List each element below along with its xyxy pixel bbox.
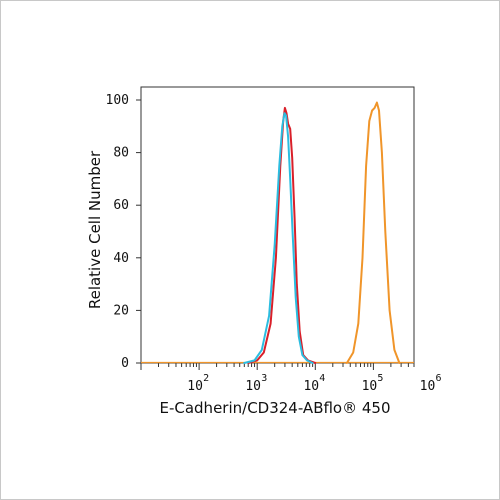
x-tick-exponent: 5 — [377, 373, 383, 384]
x-tick-exponent: 6 — [435, 373, 441, 384]
y-tick-label: 40 — [113, 251, 129, 266]
series-line-2 — [345, 101, 401, 364]
x-tick-label: 105 — [362, 373, 384, 394]
x-axis-title: E-Cadherin/CD324-ABflo® 450 — [159, 399, 390, 417]
series-line-1 — [243, 112, 314, 364]
y-tick-label: 80 — [113, 146, 129, 161]
x-tick-label: 104 — [303, 373, 325, 394]
x-tick-label: 102 — [187, 373, 209, 394]
x-tick-label: 106 — [420, 373, 442, 394]
series-layer — [141, 101, 414, 364]
x-tick-base: 10 — [420, 379, 436, 394]
x-tick-exponent: 2 — [203, 373, 209, 384]
x-tick-exponent: 4 — [319, 373, 325, 384]
x-tick-base: 10 — [362, 379, 378, 394]
x-tick-label: 103 — [245, 373, 267, 394]
y-tick-label: 0 — [121, 356, 129, 371]
y-tick-label: 60 — [113, 198, 129, 213]
y-tick-label: 100 — [106, 93, 129, 108]
y-axis-title: Relative Cell Number — [86, 150, 104, 309]
y-axis: 0 20 40 60 80 100 — [106, 93, 141, 371]
x-tick-base: 10 — [303, 379, 319, 394]
x-tick-base: 10 — [187, 379, 203, 394]
y-tick-label: 20 — [113, 303, 129, 318]
x-tick-base: 10 — [245, 379, 261, 394]
x-tick-exponent: 3 — [261, 373, 267, 384]
